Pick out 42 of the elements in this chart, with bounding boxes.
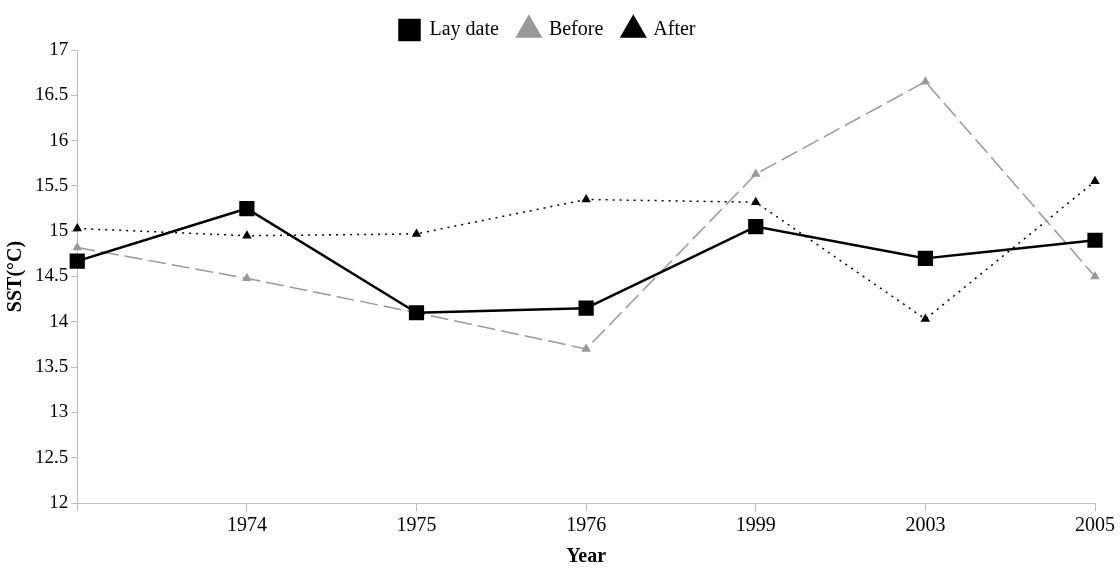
point	[578, 300, 594, 316]
y-tick-label: 13	[49, 400, 69, 422]
point	[239, 200, 255, 217]
y-tick-label: 12	[49, 490, 69, 512]
point	[1090, 271, 1100, 280]
y-tick-label: 16	[49, 128, 69, 150]
x-tick-label: 1975	[396, 513, 437, 536]
x-tick-label: 1976	[566, 513, 607, 536]
y-tick-label: 13.5	[35, 355, 69, 377]
y-tick-label: 14	[49, 309, 69, 331]
legend-label: After	[653, 17, 696, 40]
legend-label: Before	[548, 17, 604, 40]
x-tick-label: 1974	[226, 513, 267, 536]
point	[1087, 232, 1103, 248]
y-tick-label: 15	[49, 219, 69, 241]
y-tick-label: 14.5	[35, 264, 69, 286]
point	[581, 194, 591, 203]
point	[751, 169, 760, 177]
x-tick-label: 2005	[1075, 513, 1115, 536]
point	[242, 273, 252, 282]
point	[917, 250, 933, 266]
point	[581, 344, 591, 352]
y-axis-title: SST(°C)	[3, 240, 27, 313]
point	[73, 223, 82, 232]
y-tick-label: 16.5	[35, 83, 69, 105]
point	[751, 197, 760, 205]
x-tick-label: 2003	[905, 513, 946, 536]
x-axis-title: Year	[566, 544, 607, 567]
legend-label: Lay date	[429, 17, 500, 41]
x-tick-label: 1999	[735, 513, 776, 536]
y-tick-label: 17	[49, 37, 69, 59]
point	[1090, 176, 1100, 185]
point	[748, 219, 764, 235]
point	[921, 314, 930, 322]
point	[412, 229, 421, 237]
point	[408, 305, 425, 321]
point	[242, 230, 252, 239]
point	[73, 242, 82, 251]
point	[69, 253, 85, 269]
y-tick-label: 12.5	[35, 445, 69, 467]
point	[921, 76, 930, 85]
y-tick-label: 15.5	[35, 173, 69, 195]
